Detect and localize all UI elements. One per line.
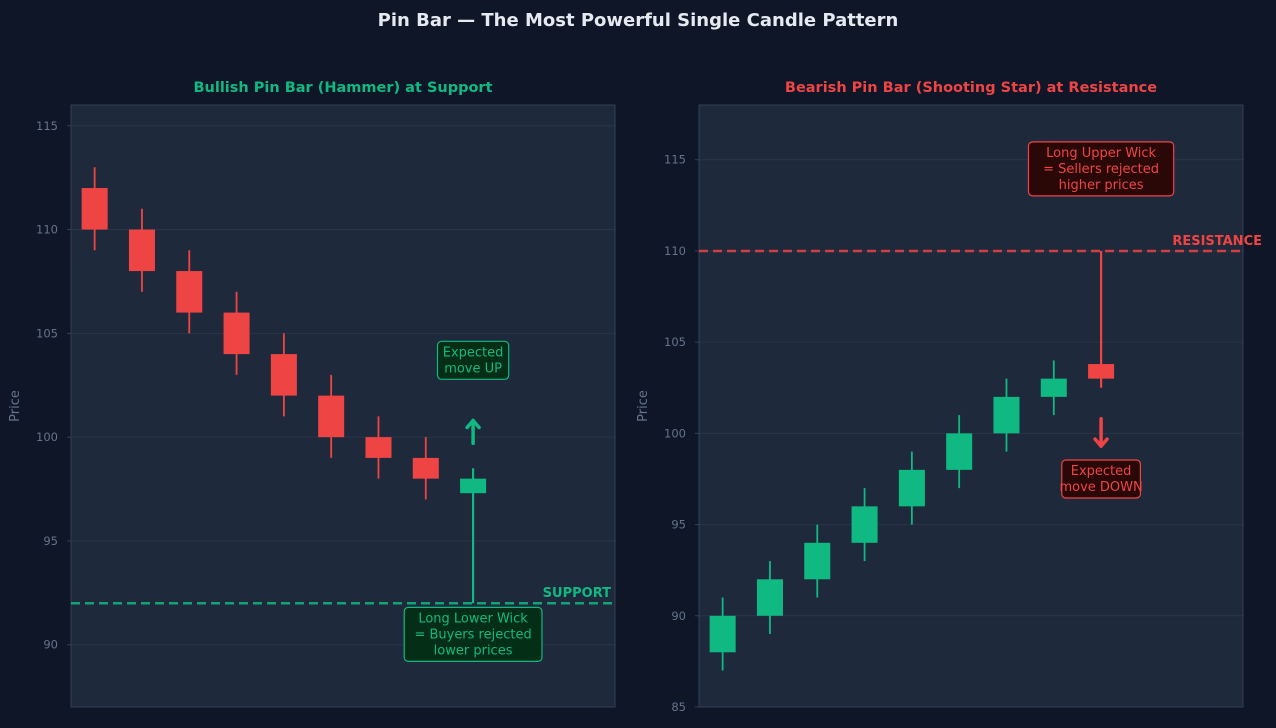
- annotation-text: = Buyers rejected: [414, 627, 531, 642]
- candle-body: [851, 506, 878, 543]
- candle-body: [365, 437, 392, 458]
- y-tick-label: 115: [36, 119, 58, 133]
- annotation-text: = Sellers rejected: [1043, 162, 1159, 177]
- annotation-text: move DOWN: [1059, 480, 1142, 495]
- y-tick-label: 95: [43, 534, 58, 548]
- annotation-text: Long Upper Wick: [1046, 146, 1156, 161]
- annotation-text: Expected: [1071, 464, 1132, 479]
- y-tick-label: 105: [36, 326, 58, 340]
- pin-bar-body: [1088, 364, 1115, 379]
- resistance-label: RESISTANCE: [1172, 234, 1262, 249]
- y-tick-label: 90: [43, 638, 58, 652]
- y-tick-label: 110: [36, 223, 58, 237]
- arrow-down-head: [1093, 437, 1109, 448]
- candle-body: [128, 229, 155, 272]
- arrow-up-head: [465, 418, 481, 430]
- candle-body: [176, 271, 203, 313]
- annotation-text: higher prices: [1059, 178, 1144, 193]
- annotation-box: [1061, 459, 1141, 499]
- candle-body: [270, 354, 297, 396]
- y-tick-label: 105: [664, 335, 686, 349]
- chart-title: Bearish Pin Bar (Shooting Star) at Resis…: [785, 80, 1157, 96]
- candle-body: [412, 457, 439, 479]
- candle-body: [804, 542, 831, 580]
- plot-border: [70, 104, 616, 708]
- candle-body: [223, 312, 250, 355]
- y-tick-label: 100: [664, 426, 686, 440]
- annotation-text: move UP: [444, 361, 502, 376]
- y-tick-label: 90: [671, 609, 686, 623]
- y-tick-label: 85: [671, 700, 686, 714]
- annotation-text: Long Lower Wick: [418, 611, 528, 626]
- candle-body: [993, 396, 1020, 434]
- y-axis-label: Price: [636, 390, 651, 422]
- y-tick-label: 100: [36, 430, 58, 444]
- support-label: SUPPORT: [543, 586, 611, 601]
- candle-body: [898, 469, 925, 507]
- candle-body: [709, 615, 736, 653]
- candle-body: [946, 433, 973, 470]
- figure-title: Pin Bar — The Most Powerful Single Candl…: [377, 10, 899, 31]
- y-tick-label: 115: [664, 153, 686, 167]
- annotation-text: lower prices: [434, 643, 513, 658]
- chart-title: Bullish Pin Bar (Hammer) at Support: [193, 80, 492, 96]
- plot-area: [699, 105, 1243, 707]
- y-tick-label: 110: [664, 244, 686, 258]
- annotation-box: [1027, 141, 1175, 197]
- plot-border: [698, 104, 1244, 708]
- candle-body: [756, 579, 783, 616]
- pin-bar-body: [460, 478, 487, 494]
- candle-body: [1040, 378, 1067, 397]
- candle-body: [81, 188, 108, 230]
- annotation-text: Expected: [443, 345, 504, 360]
- y-axis-label: Price: [8, 390, 23, 422]
- y-tick-label: 95: [671, 518, 686, 532]
- candle-body: [318, 395, 345, 438]
- annotation-box: [403, 606, 543, 662]
- annotation-box: [436, 340, 510, 380]
